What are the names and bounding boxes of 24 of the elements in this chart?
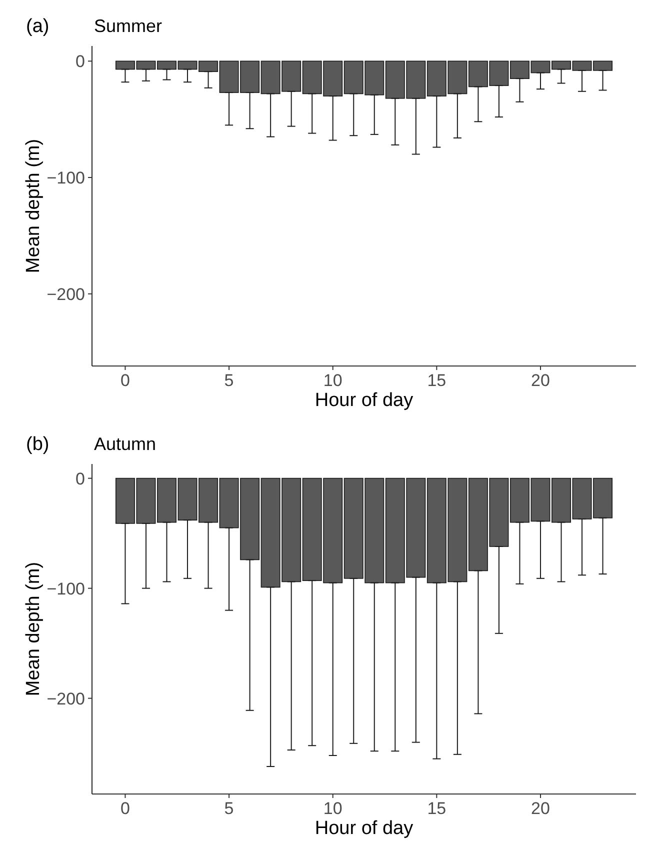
x-tick-label: 0 [120, 799, 130, 818]
x-tick-label: 10 [323, 371, 342, 390]
y-tick-label: −200 [46, 689, 85, 708]
y-tick-label: −200 [46, 284, 85, 304]
x-axis-title: Hour of day [314, 818, 414, 839]
y-tick-label: −100 [46, 168, 85, 188]
x-tick-label: 0 [120, 371, 130, 390]
y-tick-label: 0 [76, 52, 85, 72]
x-tick-label: 5 [224, 371, 234, 390]
text: (a) [26, 16, 50, 37]
y-axis-title: Mean depth (m) [23, 138, 44, 274]
y-axis-title: Mean depth (m) [23, 562, 44, 696]
y-tick-label: −100 [46, 579, 85, 598]
x-tick-label: 5 [224, 799, 234, 818]
x-tick-label: 20 [531, 371, 550, 390]
x-tick-label: 10 [323, 799, 342, 818]
x-tick-label: 15 [427, 799, 446, 818]
x-tick-label: 20 [531, 799, 550, 818]
chart-title: Autumn [94, 434, 156, 454]
chart-title: Summer [94, 16, 162, 36]
x-axis-title: Hour of day [314, 390, 414, 411]
text: (b) [26, 434, 50, 455]
x-tick-label: 15 [427, 371, 446, 390]
y-tick-label: 0 [76, 469, 85, 488]
